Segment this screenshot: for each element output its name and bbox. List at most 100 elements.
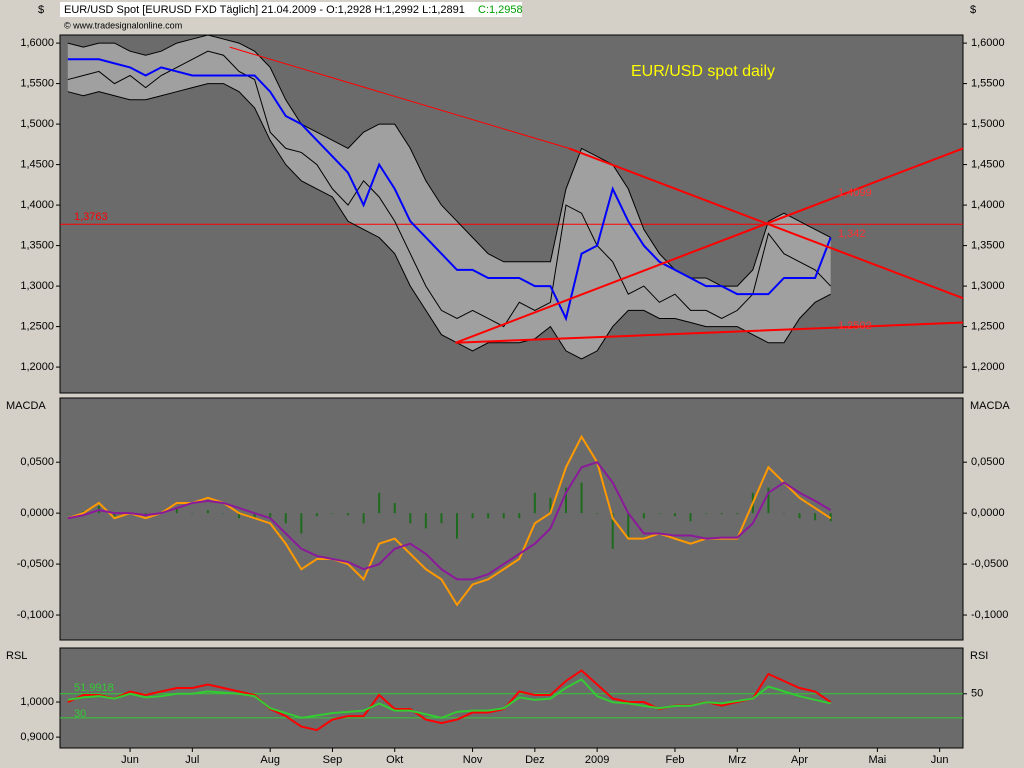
y-tick-label: -0,1000 (17, 609, 54, 621)
trend-line (455, 321, 964, 344)
histogram-bar (533, 492, 536, 514)
histogram-bar (627, 513, 630, 539)
hline-label: 1,3763 (74, 211, 108, 223)
series-line (67, 83, 831, 360)
y-axis-label: $ (970, 4, 976, 16)
y-tick-label: 1,5000 (20, 118, 54, 130)
y-tick-label: 0,0500 (971, 456, 1005, 468)
histogram-bar (518, 513, 521, 519)
y-axis-label: MACDA (6, 400, 46, 412)
y-tick-label: -0,0500 (17, 558, 54, 570)
close-label: C:1,2958 (478, 4, 523, 16)
histogram-bar (767, 487, 770, 514)
histogram-bar (596, 513, 599, 514)
histogram-bar (362, 513, 365, 524)
histogram-bar (424, 513, 427, 529)
histogram-bar (113, 513, 116, 519)
y-axis-label: MACDA (970, 400, 1010, 412)
histogram-bar (798, 513, 801, 519)
y-tick-label: 1,4500 (971, 158, 1005, 170)
x-tick-label: Okt (386, 754, 403, 766)
trend-line (229, 46, 570, 149)
histogram-bar (456, 513, 459, 539)
y-tick-label: 1,4500 (20, 158, 54, 170)
histogram-bar (782, 513, 785, 514)
y-tick-label: 1,6000 (971, 37, 1005, 49)
histogram-bar (440, 513, 443, 524)
histogram-bar (393, 502, 396, 514)
histogram-bar (720, 513, 723, 515)
y-tick-label: 1,4000 (971, 199, 1005, 211)
annotation: 1,342 (838, 228, 866, 240)
histogram-bar (814, 513, 817, 521)
x-tick-label: Nov (463, 754, 483, 766)
histogram-bar (175, 508, 178, 514)
histogram-bar (658, 513, 661, 514)
y-tick-label: 1,3000 (20, 280, 54, 292)
histogram-bar (191, 513, 194, 514)
y-axis-label: RSL (6, 650, 27, 662)
x-tick-label: Apr (791, 754, 808, 766)
y-tick-label: -0,1000 (971, 609, 1008, 621)
y-tick-label: 0,0000 (20, 507, 54, 519)
x-tick-label: Jul (185, 754, 199, 766)
series-line (67, 50, 832, 328)
y-tick-label: 1,2000 (20, 361, 54, 373)
histogram-bar (300, 513, 303, 534)
x-tick-label: Dez (525, 754, 545, 766)
histogram-bar (580, 482, 583, 514)
y-tick-label: 1,5500 (971, 78, 1005, 90)
trend-line (455, 147, 964, 344)
histogram-bar (206, 510, 209, 514)
y-tick-label: 1,2000 (971, 361, 1005, 373)
histogram-bar (673, 513, 676, 517)
histogram-bar (642, 513, 645, 519)
y-tick-label: 1,3500 (20, 239, 54, 251)
histogram-bar (471, 513, 474, 519)
y-tick-label: 1,2500 (20, 320, 54, 332)
histogram-bar (611, 513, 614, 549)
y-tick-label: 1,0000 (20, 696, 54, 708)
y-tick-label: 0,9000 (20, 731, 54, 743)
x-tick-label: Feb (665, 754, 684, 766)
y-tick-label: 1,5000 (971, 118, 1005, 130)
y-tick-label: 1,4000 (20, 199, 54, 211)
x-tick-label: Mrz (728, 754, 746, 766)
annotation: 1,4099 (838, 187, 872, 199)
series-line (67, 34, 831, 287)
y-tick-label: 0,0000 (971, 507, 1005, 519)
y2-tick-label: 50 (971, 688, 983, 700)
series-line (67, 58, 832, 322)
histogram-bar (378, 492, 381, 514)
histogram-bar (238, 513, 241, 519)
x-tick-label: Aug (260, 754, 280, 766)
histogram-bar (347, 513, 350, 516)
plot-area (59, 647, 964, 749)
level-label: 30 (74, 708, 86, 720)
histogram-bar (502, 513, 505, 519)
y-tick-label: 1,3000 (971, 280, 1005, 292)
histogram-bar (253, 513, 256, 519)
histogram-bar (564, 487, 567, 514)
histogram-bar (705, 513, 708, 514)
histogram-bar (549, 497, 552, 514)
y-tick-label: 0,0500 (20, 456, 54, 468)
chart-title: EUR/USD spot daily (631, 63, 775, 80)
y-tick-label: -0,0500 (971, 558, 1008, 570)
histogram-bar (736, 513, 739, 515)
y-axis-label: $ (38, 4, 44, 16)
annotation: 51,9918 (74, 682, 114, 694)
x-tick-label: 2009 (585, 754, 609, 766)
histogram-bar (689, 513, 692, 522)
y-tick-label: 1,5500 (20, 78, 54, 90)
histogram-bar (331, 513, 334, 514)
histogram-bar (269, 513, 272, 519)
y-tick-label: 1,2500 (971, 320, 1005, 332)
x-tick-label: Jun (931, 754, 949, 766)
header-text: EUR/USD Spot [EURUSD FXD Täglich] 21.04.… (64, 4, 465, 16)
y2-axis-label: RSI (970, 650, 988, 662)
histogram-bar (66, 513, 69, 514)
header-box (60, 2, 522, 17)
